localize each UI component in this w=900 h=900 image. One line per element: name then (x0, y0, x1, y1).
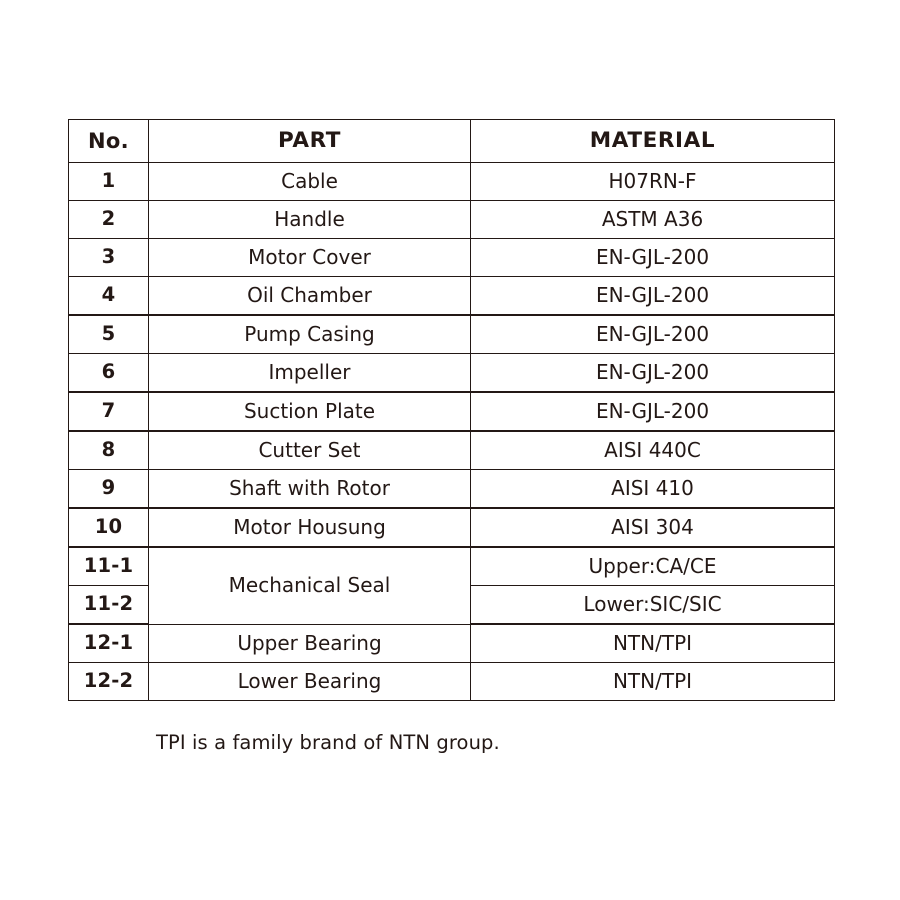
column-header-no: No. (68, 119, 149, 163)
cell-material: AISI 304 (470, 507, 835, 548)
cell-part: Shaft with Rotor (148, 469, 471, 509)
cell-no: 10 (68, 507, 149, 548)
cell-material: AISI 440C (470, 430, 835, 470)
cell-no: 4 (68, 276, 149, 316)
table-header-row: No. PART MATERIAL (68, 119, 835, 163)
cell-part: Motor Cover (148, 238, 471, 277)
cell-part: Handle (148, 200, 471, 239)
table-row: 7 Suction Plate EN-GJL-200 (68, 391, 835, 432)
cell-material: EN-GJL-200 (470, 238, 835, 277)
table-row: 1 Cable H07RN-F (68, 162, 835, 201)
table-row: 6 Impeller EN-GJL-200 (68, 353, 835, 393)
cell-material: EN-GJL-200 (470, 391, 835, 432)
cell-no: 6 (68, 353, 149, 393)
cell-material: EN-GJL-200 (470, 353, 835, 393)
cell-part: Suction Plate (148, 391, 471, 432)
column-header-part: PART (148, 119, 471, 163)
cell-no: 3 (68, 238, 149, 277)
cell-part: Cable (148, 162, 471, 201)
cell-no: 7 (68, 391, 149, 432)
cell-no: 12-2 (68, 662, 149, 701)
cell-part: Mechanical Seal (148, 546, 471, 625)
parts-material-table: No. PART MATERIAL 1 Cable H07RN-F 2 Hand… (68, 119, 835, 701)
cell-no: 8 (68, 430, 149, 470)
cell-no: 12-1 (68, 623, 149, 663)
cell-material: EN-GJL-200 (470, 314, 835, 354)
table-row: 12-1 Upper Bearing NTN/TPI (68, 623, 835, 663)
cell-material: AISI 410 (470, 469, 835, 509)
table-row: 11-1 Mechanical Seal Upper:CA/CE (68, 546, 835, 625)
cell-material: NTN/TPI (470, 623, 835, 663)
cell-part: Pump Casing (148, 314, 471, 354)
table-row: 4 Oil Chamber EN-GJL-200 (68, 276, 835, 316)
footnote-text: TPI is a family brand of NTN group. (156, 731, 500, 754)
cell-no: 5 (68, 314, 149, 354)
cell-material: EN-GJL-200 (470, 276, 835, 316)
cell-no: 11-2 (68, 585, 149, 625)
table-row: 12-2 Lower Bearing NTN/TPI (68, 662, 835, 701)
table-row: 10 Motor Housung AISI 304 (68, 507, 835, 548)
table-header: No. PART MATERIAL (68, 119, 835, 163)
table-row: 9 Shaft with Rotor AISI 410 (68, 469, 835, 509)
cell-material: H07RN-F (470, 162, 835, 201)
table-row: 11-2 Lower:SIC/SIC (68, 585, 835, 625)
cell-part: Lower Bearing (148, 662, 471, 701)
table-body: 1 Cable H07RN-F 2 Handle ASTM A36 3 Moto… (68, 162, 835, 701)
cell-part: Upper Bearing (148, 623, 471, 663)
cell-no: 1 (68, 162, 149, 201)
cell-part: Motor Housung (148, 507, 471, 548)
table-row: 2 Handle ASTM A36 (68, 200, 835, 239)
column-header-material: MATERIAL (470, 119, 835, 163)
cell-part: Cutter Set (148, 430, 471, 470)
cell-no: 11-1 (68, 546, 149, 586)
cell-no: 9 (68, 469, 149, 509)
table-row: 3 Motor Cover EN-GJL-200 (68, 238, 835, 277)
cell-material: Upper:CA/CE (470, 546, 835, 586)
cell-part: Oil Chamber (148, 276, 471, 316)
table-row: 5 Pump Casing EN-GJL-200 (68, 314, 835, 354)
cell-material: Lower:SIC/SIC (470, 585, 835, 625)
table-row: 8 Cutter Set AISI 440C (68, 430, 835, 470)
cell-part: Impeller (148, 353, 471, 393)
cell-material: NTN/TPI (470, 662, 835, 701)
cell-material: ASTM A36 (470, 200, 835, 239)
cell-no: 2 (68, 200, 149, 239)
